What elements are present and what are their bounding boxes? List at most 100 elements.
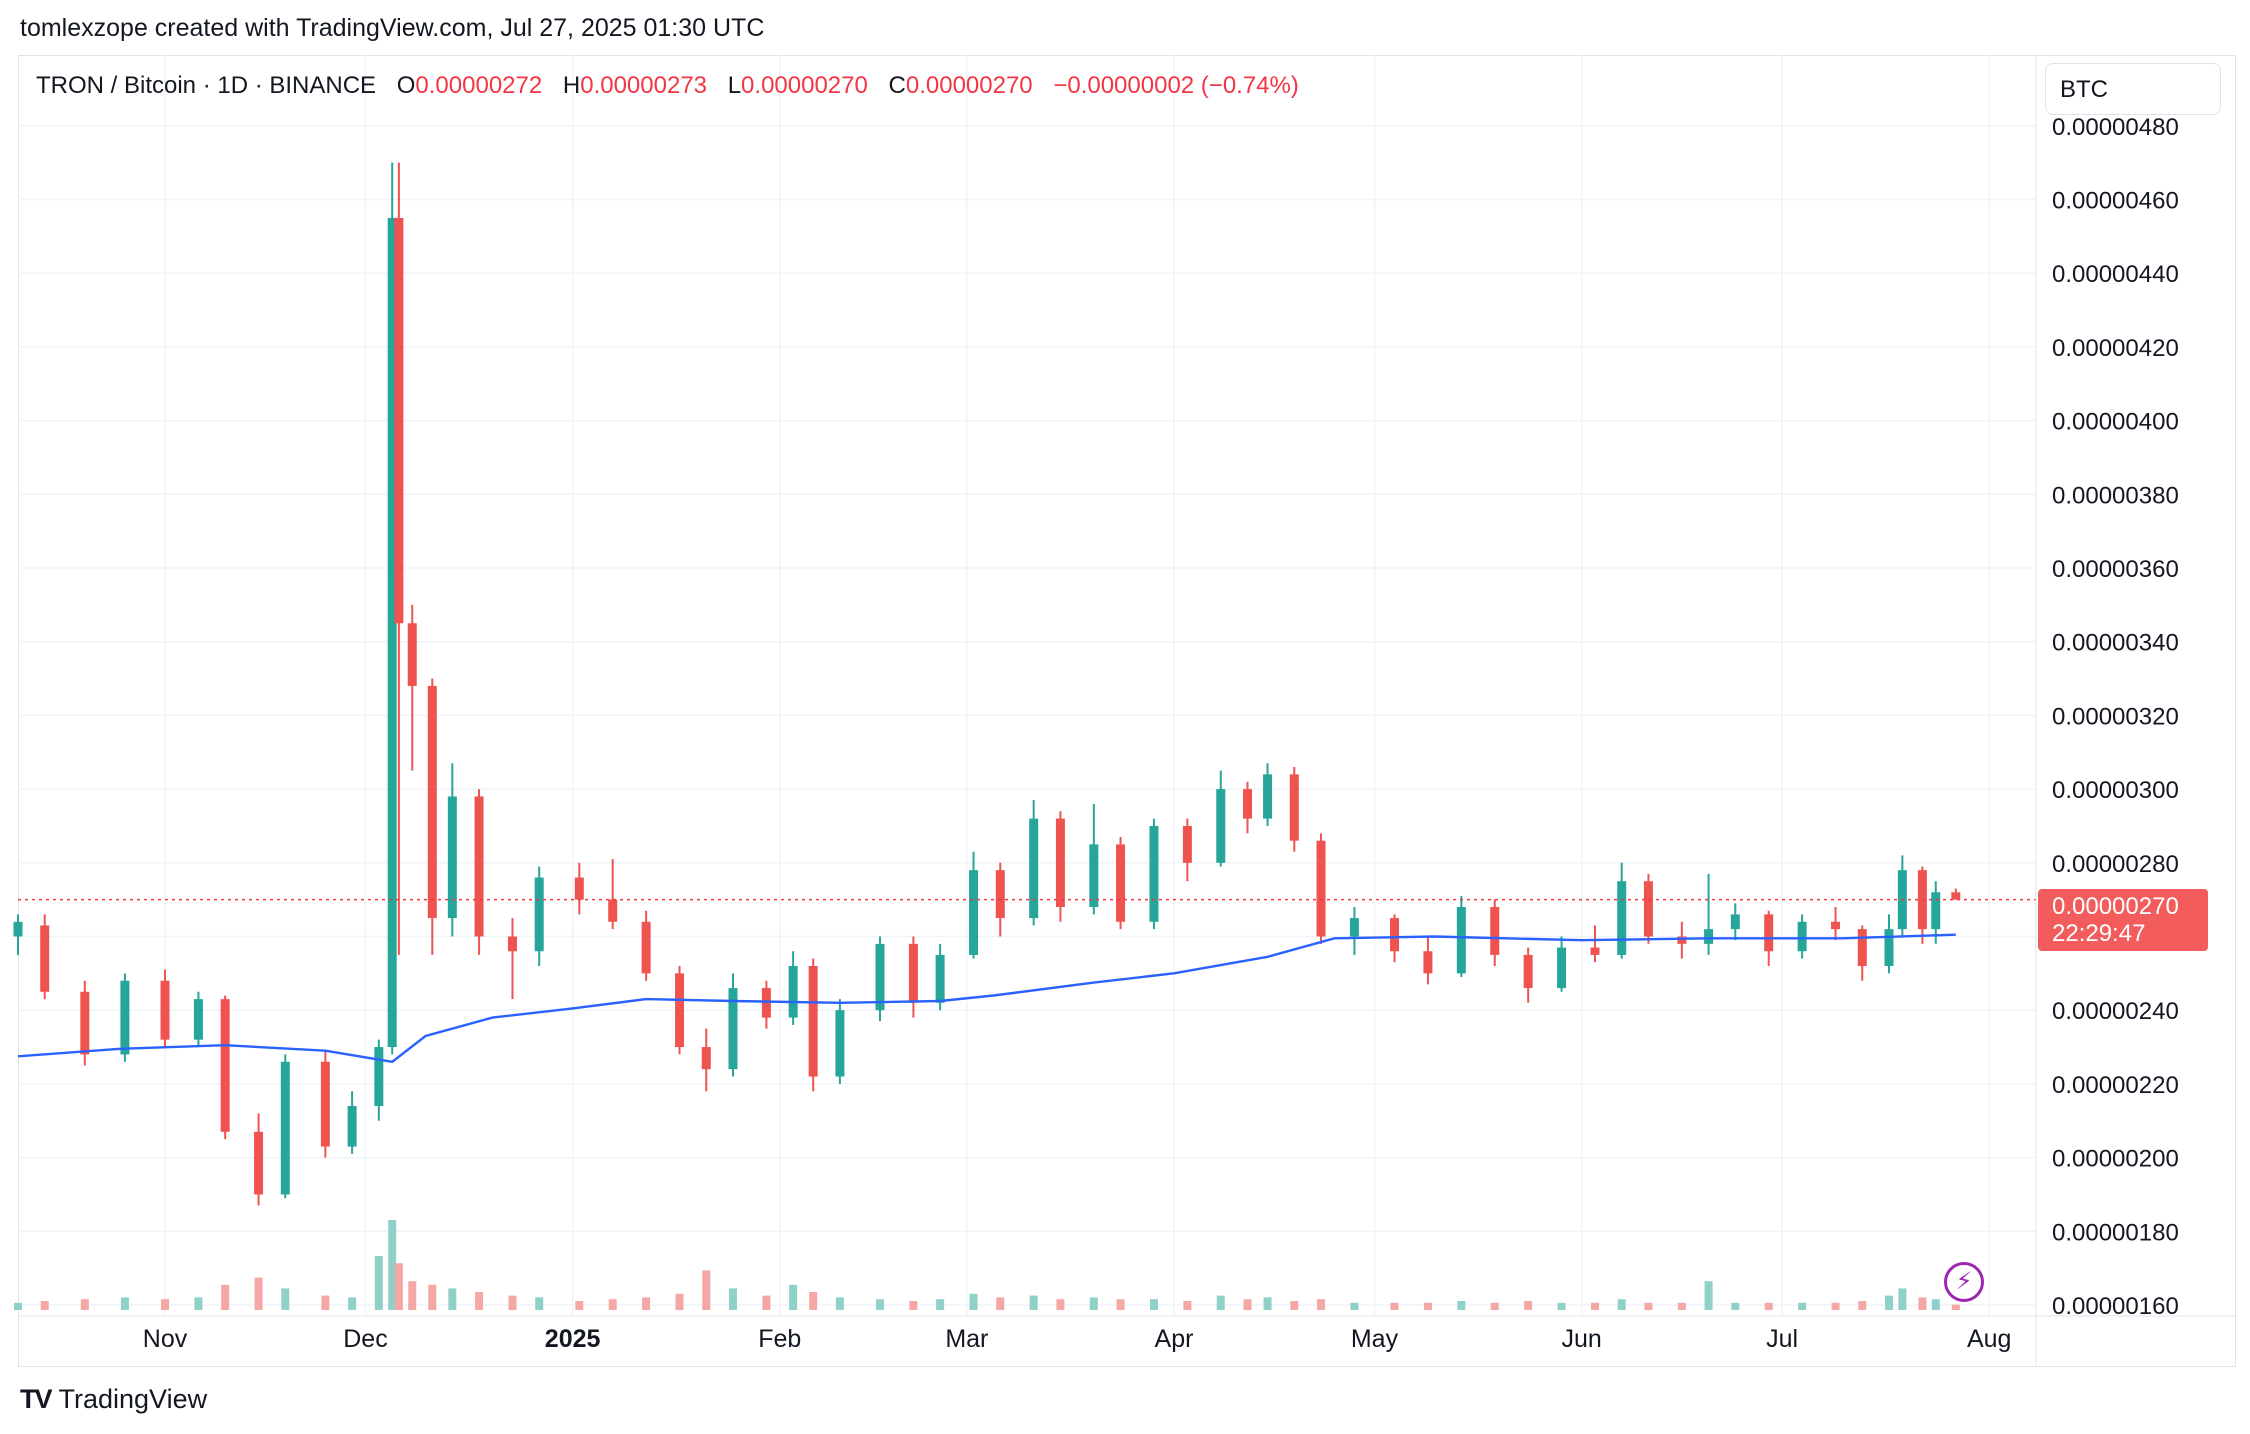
volume-bar [1089, 1297, 1098, 1310]
candle [761, 980, 771, 1029]
volume-bar [789, 1284, 798, 1310]
candle [1055, 811, 1065, 922]
volume-bar [1858, 1301, 1867, 1310]
candle [1216, 770, 1226, 867]
chart-credit: tomlexzope created with TradingView.com,… [20, 14, 765, 42]
y-tick-label: 0.00000480 [2052, 114, 2179, 141]
high-label: H [562, 72, 581, 99]
moving-average-line [17, 933, 1956, 1064]
volume-bar [1029, 1295, 1038, 1310]
volume-bar [875, 1299, 884, 1310]
tradingview-brand: TradingView [58, 1384, 208, 1414]
volume-bar [1317, 1299, 1326, 1310]
x-tick-label: 2025 [545, 1325, 601, 1353]
volume-bar [1350, 1302, 1359, 1310]
chart-frame [18, 55, 2236, 1367]
candle [788, 951, 798, 1025]
volume-bar [969, 1293, 978, 1310]
candle [1797, 914, 1807, 959]
volume-bar [1884, 1295, 1893, 1310]
volume-bar [1243, 1299, 1252, 1310]
candle [254, 1113, 264, 1206]
volume-bar [120, 1297, 129, 1310]
y-tick-label: 0.00000200 [2052, 1146, 2179, 1173]
candle [969, 851, 979, 959]
candle [875, 936, 885, 1022]
volume-bars [14, 1220, 1960, 1310]
candle [427, 678, 437, 955]
candle [1490, 899, 1500, 966]
volume-bar [1290, 1301, 1299, 1310]
low-value: 0.00000270 [741, 72, 868, 99]
volume-bar [936, 1299, 945, 1310]
last-price-label: 0.00000270 22:29:47 [2038, 889, 2208, 951]
candle [13, 914, 23, 955]
volume-bar [408, 1281, 417, 1310]
candle [1149, 818, 1159, 930]
volume-bar [1677, 1302, 1686, 1310]
volume-bar [1524, 1301, 1533, 1310]
change-value: −0.00000002 (−0.74%) [1053, 72, 1299, 99]
volume-bar [221, 1284, 230, 1310]
volume-bar [1149, 1299, 1158, 1310]
volume-bar [321, 1295, 330, 1310]
candle [1423, 936, 1433, 985]
volume-bar [508, 1295, 517, 1310]
candle [474, 789, 484, 955]
candle [608, 859, 618, 930]
y-tick-label: 0.00000340 [2052, 630, 2179, 657]
candle [320, 1050, 330, 1158]
y-tick-label: 0.00000220 [2052, 1072, 2179, 1099]
candle [374, 1039, 384, 1121]
lightning-icon[interactable]: ⚡ [1944, 1262, 1984, 1302]
candle [574, 862, 584, 915]
ohlc-legend: TRON / Bitcoin · 1D · BINANCE O0.0000027… [36, 72, 1299, 100]
candle [1897, 855, 1907, 937]
candle [1590, 925, 1600, 963]
volume-bar [1183, 1301, 1192, 1310]
open-value: 0.00000272 [415, 72, 543, 99]
candle [835, 999, 845, 1084]
currency-selector[interactable]: BTC [2045, 63, 2221, 115]
volume-bar [1951, 1304, 1960, 1310]
candle [120, 973, 130, 1062]
candle [160, 969, 170, 1048]
candle [1857, 925, 1867, 981]
candle [1951, 888, 1961, 900]
symbol-title[interactable]: TRON / Bitcoin · 1D · BINANCE [36, 72, 377, 99]
volume-bar [702, 1270, 711, 1310]
volume-bar [996, 1297, 1005, 1310]
x-tick-label: Dec [343, 1325, 387, 1353]
candle [641, 910, 651, 981]
volume-bar [1764, 1302, 1773, 1310]
candle [935, 943, 945, 1011]
volume-bar [1557, 1302, 1566, 1310]
volume-bar [1263, 1297, 1272, 1310]
y-tick-label: 0.00000240 [2052, 998, 2179, 1025]
volume-bar [254, 1277, 263, 1310]
volume-bar [1831, 1302, 1840, 1310]
candle [1523, 947, 1533, 1003]
x-tick-label: Feb [758, 1325, 801, 1353]
y-tick-label: 0.00000420 [2052, 335, 2179, 362]
candle [1677, 921, 1687, 959]
volume-bar [1798, 1302, 1807, 1310]
volume-bar [675, 1293, 684, 1310]
volume-bar [909, 1301, 918, 1310]
volume-bar [1590, 1302, 1599, 1310]
candle [1349, 907, 1359, 955]
volume-bar [1931, 1299, 1940, 1310]
volume-bar [575, 1301, 584, 1310]
last-price-value: 0.00000270 [2052, 893, 2179, 920]
candle [1029, 800, 1039, 926]
candle [1557, 936, 1567, 992]
candle [1643, 873, 1653, 944]
candle [40, 914, 50, 1000]
volume-bar [1423, 1302, 1432, 1310]
volume-bar [475, 1292, 484, 1310]
candle [447, 763, 457, 937]
y-tick-label: 0.00000360 [2052, 556, 2179, 583]
low-label: L [727, 72, 742, 99]
bar-countdown: 22:29:47 [2052, 920, 2146, 947]
